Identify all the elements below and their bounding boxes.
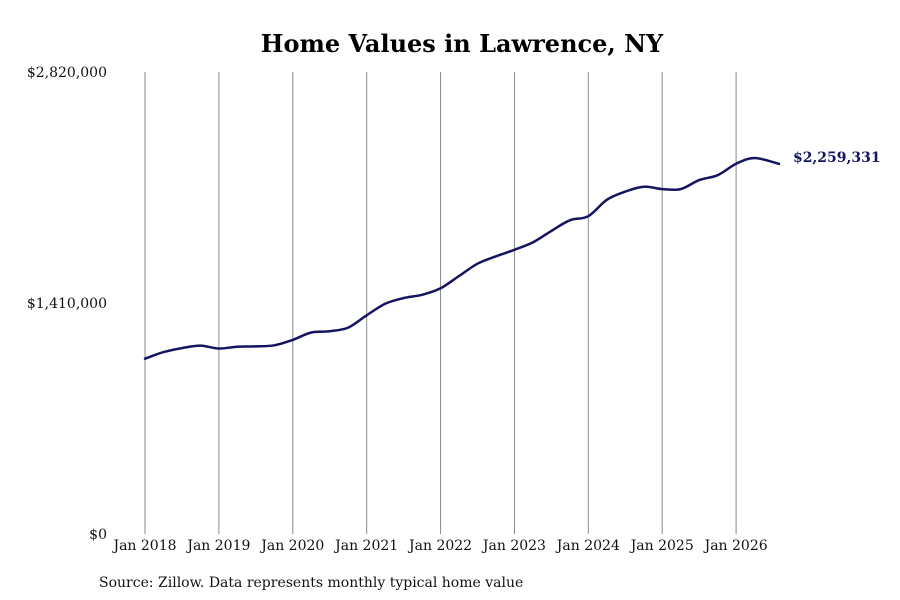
x-tick-label: Jan 2024 <box>555 538 620 554</box>
y-tick-label: $0 <box>89 527 107 543</box>
end-value-label: $2,259,331 <box>793 150 881 166</box>
x-axis-tick-labels: Jan 2018 Jan 2019 Jan 2020 Jan 2021 Jan 2022… <box>111 538 767 554</box>
x-tick-label: Jan 2021 <box>333 538 398 554</box>
x-tick-label: Jan 2020 <box>259 538 324 554</box>
x-tick-label: Jan 2025 <box>629 538 694 554</box>
x-tick-label: Jan 2026 <box>703 538 768 554</box>
y-tick-label: $1,410,000 <box>27 296 107 312</box>
x-tick-label: Jan 2022 <box>407 538 472 554</box>
y-tick-label: $2,820,000 <box>27 65 107 81</box>
source-note: Source: Zillow. Data represents monthly … <box>99 575 523 591</box>
x-tick-label: Jan 2023 <box>481 538 546 554</box>
x-tick-label: Jan 2018 <box>111 538 176 554</box>
y-axis-tick-labels: $0 $1,410,000 $2,820,000 <box>27 65 107 543</box>
series-line <box>143 156 781 360</box>
chart-title: Home Values in Lawrence, NY <box>261 29 664 58</box>
x-tick-label: Jan 2019 <box>185 538 250 554</box>
vertical-gridlines <box>144 72 737 534</box>
